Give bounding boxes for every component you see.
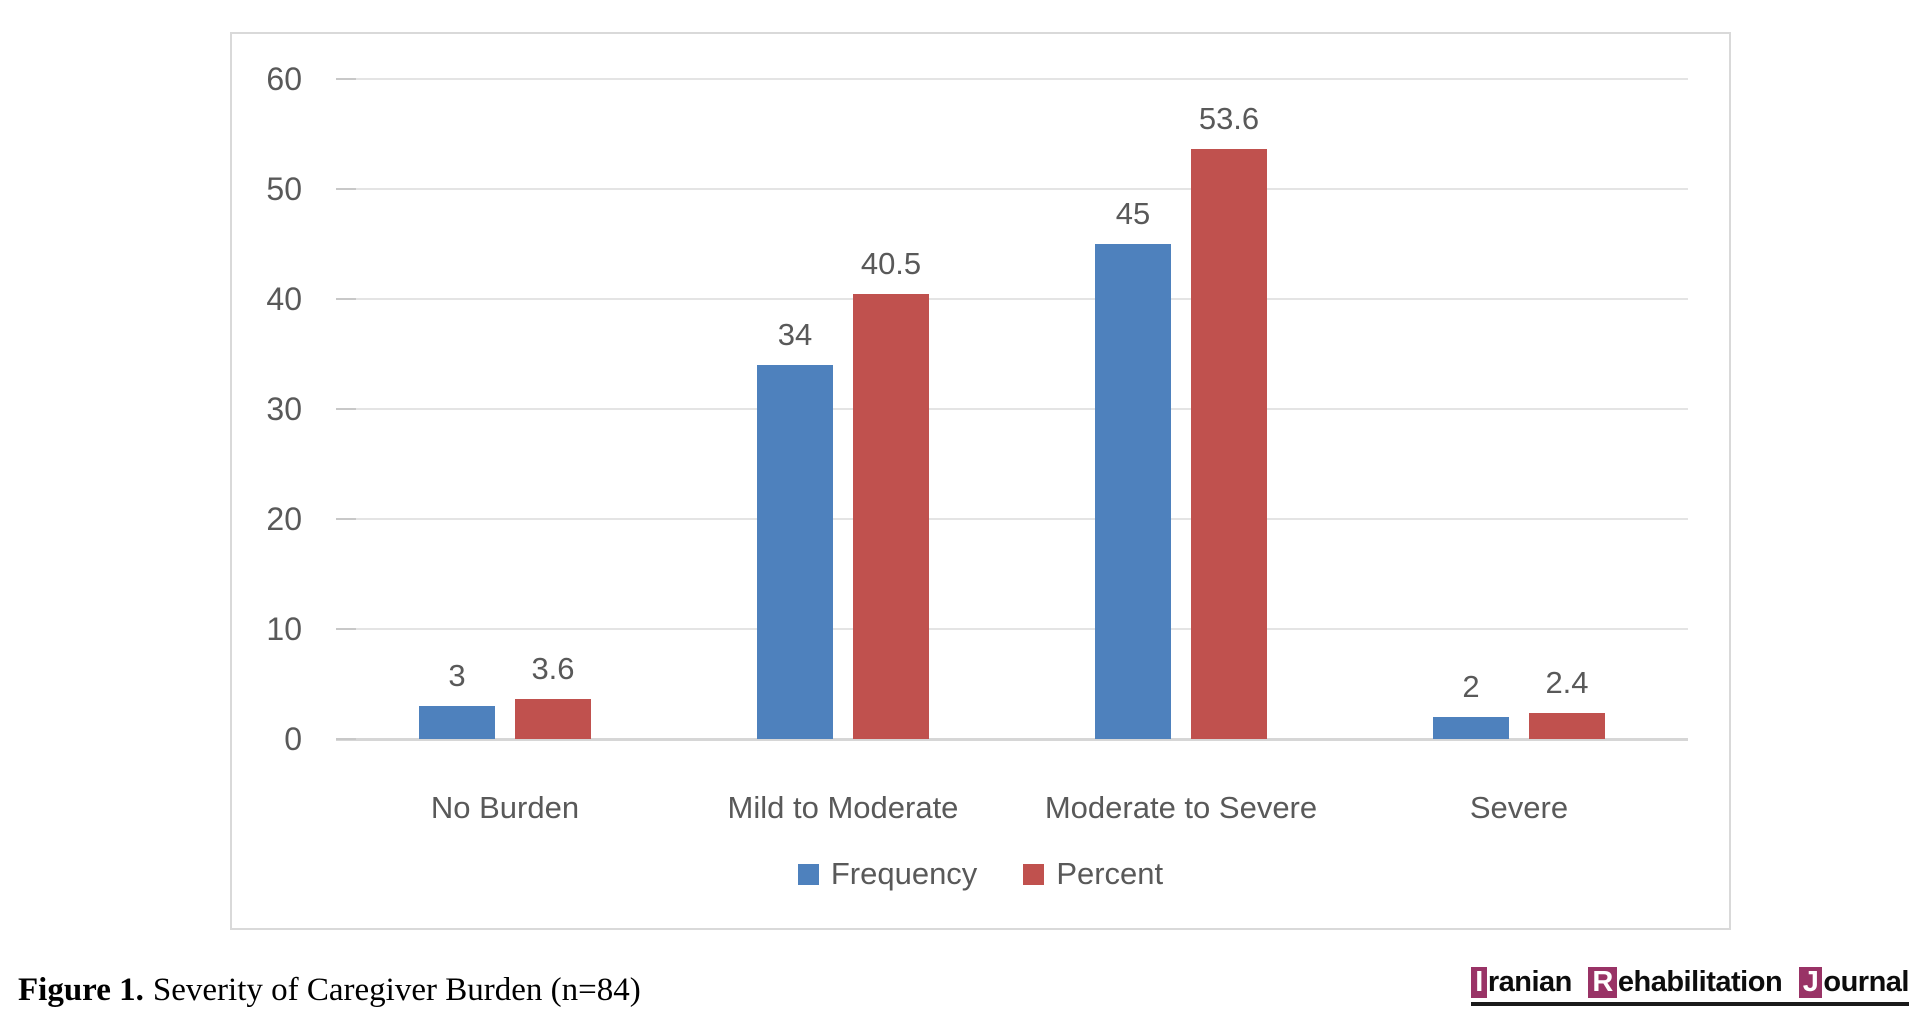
y-axis-tick [336,298,356,300]
y-tick-label: 40 [266,281,302,317]
logo-letterbox-j: J [1798,967,1823,999]
y-axis-tick [336,408,356,410]
caption-label: Figure 1. [18,972,144,1008]
gridline [336,78,1688,80]
legend: Frequency Percent [232,852,1729,896]
logo-word-rest: ournal [1823,966,1909,998]
logo-word-rest: ranian [1487,966,1573,998]
gridline [336,518,1688,520]
figure-caption: Figure 1. Severity of Caregiver Burden (n… [18,972,641,1009]
data-label: 34 [777,317,813,352]
gridline [336,408,1688,410]
y-tick-label: 30 [266,391,302,427]
data-label: 2 [1462,669,1480,704]
bar-frequency-moderate-to-severe [1095,244,1171,739]
data-label: 3 [448,658,466,693]
legend-swatch-frequency [797,863,819,885]
data-label: 45 [1115,196,1151,231]
bar-percent-moderate-to-severe [1191,149,1267,739]
y-axis-tick [336,628,356,630]
logo-letterbox-i: I [1471,967,1487,999]
category-label-severe: Severe [1469,790,1569,825]
legend-item-percent: Percent [1023,852,1163,896]
category-label-no-burden: No Burden [430,790,580,825]
gridline [336,188,1688,190]
legend-item-frequency: Frequency [797,852,978,896]
y-axis-tick [336,188,356,190]
x-axis-line [336,738,1688,741]
caption-text: Severity of Caregiver Burden (n=84) [152,972,641,1008]
data-label: 40.5 [860,245,922,281]
y-axis-tick [336,738,356,740]
chart-area: Frequency Percent 0 10 20 30 40 50 60 3 3.6 No Bur… [230,32,1731,930]
bar-frequency-no-burden [419,706,495,739]
y-axis-tick [336,78,356,80]
data-label: 53.6 [1198,101,1260,137]
y-tick-label: 20 [266,501,302,537]
legend-label: Percent [1056,856,1164,891]
logo-word-rest: ehabilitation [1617,966,1783,998]
category-label-moderate-to-severe: Moderate to Severe [1044,790,1318,825]
bar-frequency-severe [1433,717,1509,739]
legend-swatch-percent [1023,863,1045,885]
category-label-mild-to-moderate: Mild to Moderate [727,790,959,825]
gridline [336,298,1688,300]
bar-percent-severe [1529,712,1605,739]
data-label: 3.6 [531,651,575,687]
bar-percent-mild-to-moderate [853,293,929,739]
bar-percent-no-burden [515,699,591,739]
legend-label: Frequency [830,856,978,891]
y-tick-label: 50 [266,171,302,207]
data-label: 2.4 [1545,664,1589,700]
bar-frequency-mild-to-moderate [757,365,833,739]
y-tick-label: 60 [266,61,302,97]
logo-letterbox-r: R [1588,967,1617,999]
gridline [336,628,1688,630]
y-tick-label: 10 [266,611,302,647]
y-axis-tick [336,518,356,520]
y-tick-label: 0 [284,721,302,757]
